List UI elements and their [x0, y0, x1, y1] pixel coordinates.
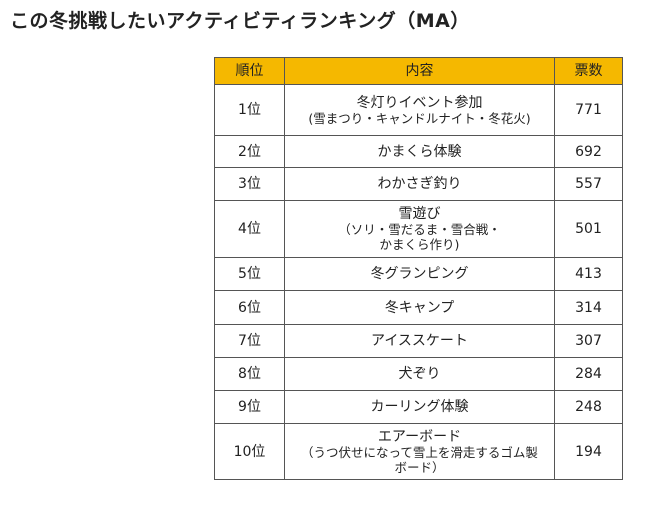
content-main: エアーボード [377, 428, 462, 445]
table-row: 3位 わかさぎ釣り 557 [214, 167, 623, 201]
content-cell: 雪遊び （ソリ・雪だるま・雪合戦・ かまくら作り) [284, 200, 555, 258]
content-sub: かまくら作り) [379, 237, 460, 252]
votes-cell: 307 [554, 324, 623, 358]
header-rank: 順位 [214, 57, 285, 85]
ranking-table: 順位 内容 票数 1位 冬灯りイベント参加 (雪まつり・キャンドルナイト・冬花火… [214, 57, 623, 480]
content-sub: （ソリ・雪だるま・雪合戦・ [338, 222, 501, 237]
votes-cell: 194 [554, 423, 623, 480]
rank-cell: 7位 [214, 324, 285, 358]
content-main: 冬灯りイベント参加 [356, 94, 483, 111]
table-row: 2位 かまくら体験 692 [214, 135, 623, 168]
rank-cell: 1位 [214, 84, 285, 136]
rank-cell: 6位 [214, 290, 285, 325]
table-row: 9位 カーリング体験 248 [214, 390, 623, 424]
content-cell: カーリング体験 [284, 390, 555, 424]
rank-cell: 9位 [214, 390, 285, 424]
table-row: 7位 アイススケート 307 [214, 324, 623, 358]
votes-cell: 771 [554, 84, 623, 136]
content-cell: わかさぎ釣り [284, 167, 555, 201]
table-row: 6位 冬キャンプ 314 [214, 290, 623, 325]
rank-cell: 10位 [214, 423, 285, 480]
content-main: 雪遊び [398, 206, 441, 222]
rank-cell: 4位 [214, 200, 285, 258]
table-row: 5位 冬グランピング 413 [214, 257, 623, 291]
content-cell: 冬キャンプ [284, 290, 555, 325]
rank-cell: 3位 [214, 167, 285, 201]
content-sub: (雪まつり・キャンドルナイト・冬花火) [308, 110, 531, 126]
table-header-row: 順位 内容 票数 [214, 57, 623, 85]
votes-cell: 314 [554, 290, 623, 325]
content-cell: アイススケート [284, 324, 555, 358]
table-row: 1位 冬灯りイベント参加 (雪まつり・キャンドルナイト・冬花火) 771 [214, 84, 623, 136]
votes-cell: 692 [554, 135, 623, 168]
content-cell: 冬灯りイベント参加 (雪まつり・キャンドルナイト・冬花火) [284, 84, 555, 136]
votes-cell: 501 [554, 200, 623, 258]
table-row: 4位 雪遊び （ソリ・雪だるま・雪合戦・ かまくら作り) 501 [214, 200, 623, 258]
votes-cell: 413 [554, 257, 623, 291]
content-cell: 犬ぞり [284, 357, 555, 391]
content-cell: エアーボード （うつ伏せになって雪上を滑走するゴム製 ボード） [284, 423, 555, 480]
rank-cell: 5位 [214, 257, 285, 291]
content-sub: （うつ伏せになって雪上を滑走するゴム製 [301, 444, 538, 460]
header-votes: 票数 [554, 57, 623, 85]
table-row: 10位 エアーボード （うつ伏せになって雪上を滑走するゴム製 ボード） 194 [214, 423, 623, 480]
content-cell: 冬グランピング [284, 257, 555, 291]
header-content: 内容 [284, 57, 555, 85]
votes-cell: 284 [554, 357, 623, 391]
rank-cell: 2位 [214, 135, 285, 168]
rank-cell: 8位 [214, 357, 285, 391]
page-title: この冬挑戦したいアクティビティランキング（MA） [10, 10, 470, 32]
table-row: 8位 犬ぞり 284 [214, 357, 623, 391]
votes-cell: 557 [554, 167, 623, 201]
content-sub: ボード） [394, 459, 445, 475]
votes-cell: 248 [554, 390, 623, 424]
content-cell: かまくら体験 [284, 135, 555, 168]
